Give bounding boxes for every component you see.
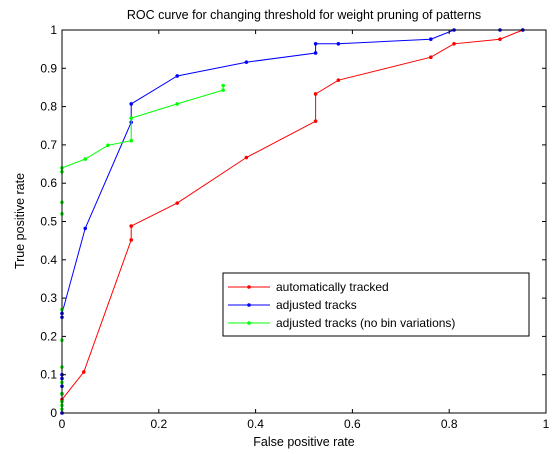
data-point xyxy=(129,138,134,143)
x-tick-label: 0 xyxy=(59,417,66,431)
data-point xyxy=(429,55,433,59)
data-point xyxy=(129,102,134,106)
y-tick-label: 0.7 xyxy=(40,138,57,152)
data-point xyxy=(106,143,110,148)
x-axis-label: False positive rate xyxy=(253,435,354,449)
y-tick-label: 0.5 xyxy=(40,215,57,229)
data-point xyxy=(244,155,249,160)
legend-marker xyxy=(247,321,251,325)
x-tick-label: 0.4 xyxy=(247,417,264,431)
y-tick-label: 0.9 xyxy=(40,61,57,75)
y-tick-label: 1 xyxy=(50,23,57,37)
data-point xyxy=(221,88,225,92)
data-point xyxy=(221,83,225,88)
data-point xyxy=(336,78,341,82)
data-point xyxy=(429,37,433,41)
data-point xyxy=(452,41,456,46)
data-point xyxy=(175,201,179,205)
data-point xyxy=(244,60,249,64)
y-axis-label: True positive rate xyxy=(13,173,27,269)
legend-box xyxy=(222,272,530,337)
data-point xyxy=(83,157,88,161)
plot-area xyxy=(62,30,546,413)
data-point xyxy=(498,37,502,41)
legend: automatically tracked adjusted tracks adju… xyxy=(222,272,530,337)
y-tick-label: 0.1 xyxy=(40,368,57,382)
data-point xyxy=(129,238,134,242)
y-tick-label: 0.3 xyxy=(40,291,57,305)
data-point xyxy=(313,92,318,96)
ticks-layer: 0 0.2 0.4 0.6 0.8 1 0 0.1 0.2 0.3 0.4 0.5 0.6 0.7 0.8 0… xyxy=(40,23,549,431)
data-point xyxy=(129,224,134,228)
chart-title: ROC curve for changing threshold for wei… xyxy=(127,8,481,22)
y-tick-label: 0.6 xyxy=(40,176,57,190)
data-point xyxy=(175,74,179,78)
data-point xyxy=(129,116,134,120)
legend-label: adjusted tracks (no bin variations) xyxy=(276,316,455,330)
y-tick-label: 0 xyxy=(50,406,57,420)
data-point xyxy=(175,102,179,106)
plot-frame xyxy=(61,29,547,414)
y-tick-label: 0.8 xyxy=(40,100,57,114)
legend-marker xyxy=(247,285,251,289)
data-point xyxy=(313,119,318,123)
legend-label: adjusted tracks xyxy=(276,298,357,312)
legend-marker xyxy=(247,303,251,307)
y-tick-label: 0.4 xyxy=(40,253,57,267)
data-point xyxy=(313,51,318,55)
legend-label: automatically tracked xyxy=(276,280,389,294)
data-point xyxy=(83,226,88,231)
x-tick-label: 1 xyxy=(543,417,550,431)
x-tick-label: 0.6 xyxy=(344,417,361,431)
data-point xyxy=(313,41,318,46)
data-point xyxy=(336,41,341,46)
x-tick-label: 0.8 xyxy=(441,417,458,431)
y-tick-label: 0.2 xyxy=(40,329,57,343)
data-point xyxy=(81,370,86,374)
x-tick-label: 0.2 xyxy=(150,417,167,431)
